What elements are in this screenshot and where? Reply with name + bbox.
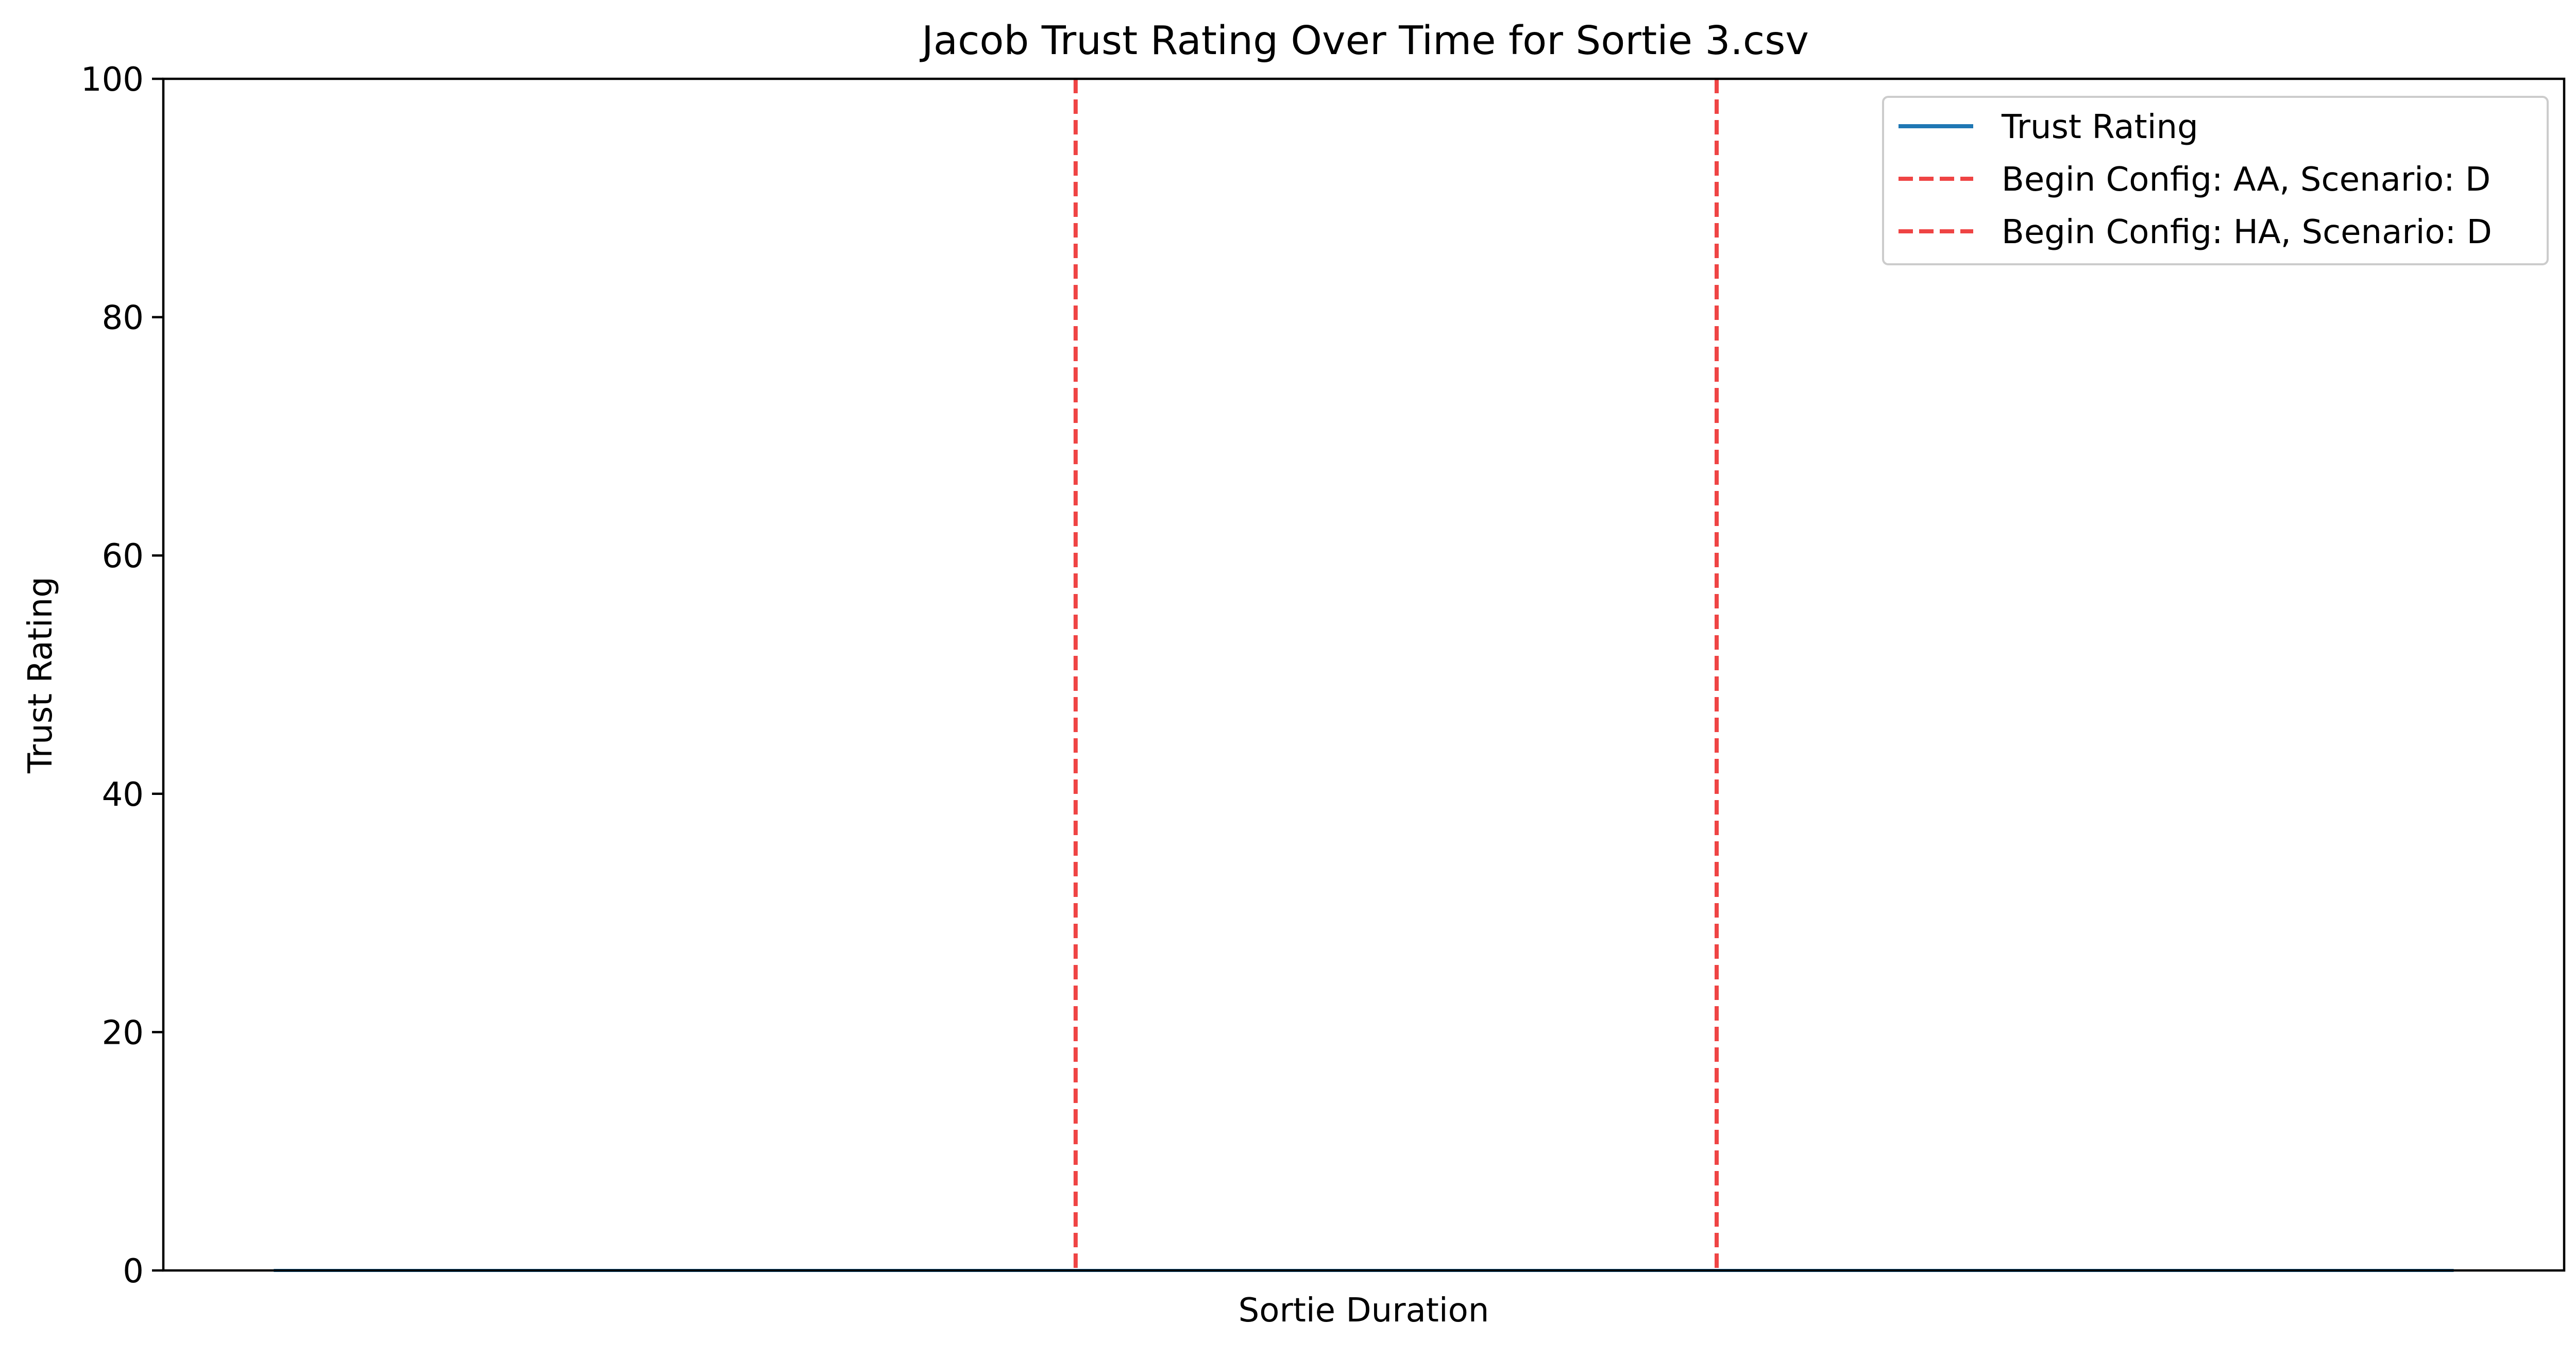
legend-label: Begin Config: HA, Scenario: D — [2002, 213, 2492, 251]
legend-box — [1882, 96, 2549, 265]
y-tick-label: 40 — [102, 776, 144, 814]
y-axis-label: Trust Rating — [22, 576, 60, 774]
legend-label: Begin Config: AA, Scenario: D — [2002, 161, 2490, 199]
y-tick-label: 100 — [81, 61, 144, 99]
y-tick-label: 0 — [123, 1252, 144, 1291]
y-tick-label: 20 — [102, 1014, 144, 1052]
legend: Trust Rating Begin Config: AA, Scenario: … — [1882, 96, 2549, 265]
chart-title: Jacob Trust Rating Over Time for Sortie … — [920, 18, 1809, 64]
axes-frame — [162, 77, 2566, 1272]
y-axis-ticks: 0 20 40 60 80 100 — [81, 61, 163, 1291]
legend-label: Trust Rating — [2001, 108, 2198, 146]
y-tick-label: 80 — [102, 299, 144, 337]
vertical-markers — [1073, 79, 1719, 1270]
x-axis-label: Sortie Duration — [1239, 1292, 1489, 1330]
legend-items: Trust Rating Begin Config: AA, Scenario: … — [1899, 108, 2492, 251]
y-tick-label: 60 — [102, 537, 144, 575]
